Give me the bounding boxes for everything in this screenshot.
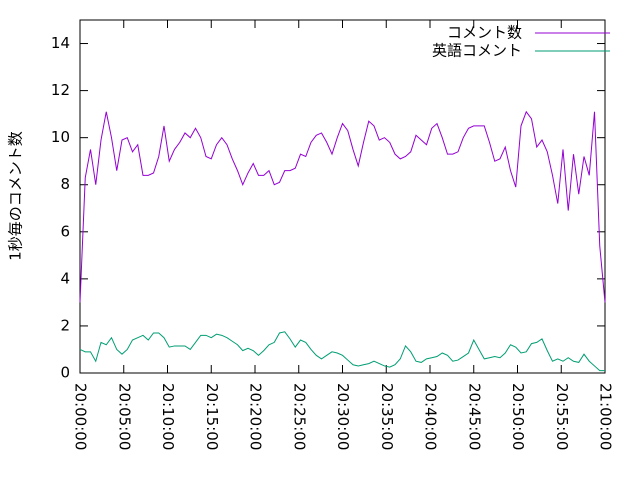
x-tick-label: 20:30:00 xyxy=(334,383,352,450)
y-tick-label: 12 xyxy=(51,81,70,99)
y-tick-label: 6 xyxy=(60,222,70,240)
series-line xyxy=(79,110,606,303)
y-tick-label: 14 xyxy=(51,34,70,52)
y-tick-label: 10 xyxy=(51,128,70,146)
y-tick-label: 4 xyxy=(60,269,70,287)
x-tick-label: 20:00:00 xyxy=(72,383,90,450)
x-tick-label: 20:40:00 xyxy=(422,383,440,450)
x-tick-label: 20:50:00 xyxy=(509,383,527,450)
x-tick-label: 21:00:00 xyxy=(597,383,615,450)
plot-frame xyxy=(79,19,606,374)
legend-label: 英語コメント xyxy=(432,42,522,60)
legend-label: コメント数 xyxy=(447,24,522,42)
x-tick-label: 20:05:00 xyxy=(115,383,133,450)
x-tick-label: 20:45:00 xyxy=(465,383,483,450)
x-tick-label: 20:10:00 xyxy=(159,383,177,450)
y-tick-label: 8 xyxy=(60,175,70,193)
x-tick-label: 20:15:00 xyxy=(203,383,221,450)
x-tick-label: 20:35:00 xyxy=(378,383,396,450)
y-tick-label: 2 xyxy=(60,316,70,334)
y-tick-label: 0 xyxy=(60,364,70,382)
y-axis-title: 1秒毎のコメント数 xyxy=(7,131,25,261)
series-line xyxy=(79,331,605,372)
x-tick-label: 20:20:00 xyxy=(247,383,265,450)
x-tick-label: 20:55:00 xyxy=(553,383,571,450)
x-tick-label: 20:25:00 xyxy=(290,383,308,450)
